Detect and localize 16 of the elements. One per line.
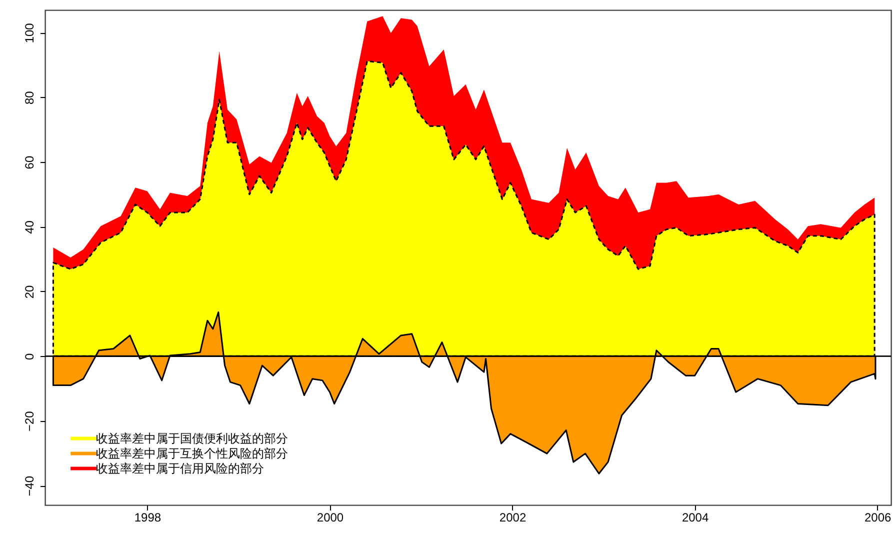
y-tick-label: 0	[22, 353, 36, 360]
x-tick-label: 2006	[864, 510, 892, 524]
y-tick-label: 100	[22, 22, 36, 44]
legend-label: 收益率差中属于国债便利收益的部分	[96, 432, 288, 446]
x-tick-label: 2004	[682, 510, 709, 524]
y-tick-label: 80	[22, 90, 36, 105]
x-tick-label: 2002	[499, 510, 526, 524]
y-tick-label: 20	[22, 284, 36, 299]
x-tick-label: 1998	[134, 510, 162, 524]
x-tick-label: 2000	[316, 510, 344, 524]
legend-label: 收益率差中属于信用风险的部分	[96, 462, 264, 476]
y-tick-label: 60	[22, 156, 36, 170]
y-tick-label: −20	[22, 410, 36, 432]
y-tick-label: 40	[22, 220, 36, 234]
legend-label: 收益率差中属于互换个性风险的部分	[96, 446, 288, 460]
y-tick-label: −40	[22, 476, 36, 496]
